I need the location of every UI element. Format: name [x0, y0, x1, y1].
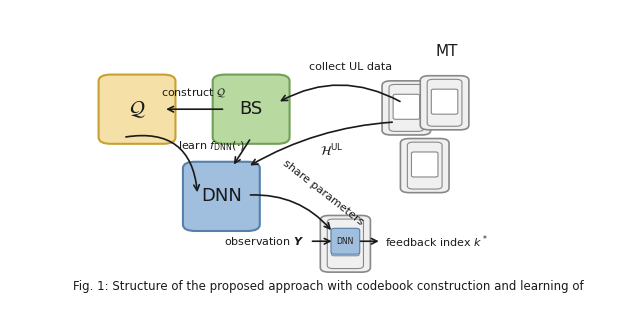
FancyBboxPatch shape	[331, 228, 360, 254]
FancyBboxPatch shape	[212, 75, 289, 144]
FancyBboxPatch shape	[428, 79, 462, 126]
Text: learn $f_{\mathrm{DNN}}(\cdot)$: learn $f_{\mathrm{DNN}}(\cdot)$	[178, 140, 245, 153]
Text: $\mathcal{Q}$: $\mathcal{Q}$	[129, 99, 145, 120]
FancyBboxPatch shape	[393, 94, 420, 119]
Text: construct $\mathcal{Q}$: construct $\mathcal{Q}$	[161, 86, 227, 99]
FancyBboxPatch shape	[401, 139, 449, 193]
Text: share parameters: share parameters	[281, 158, 365, 227]
Text: Fig. 1: Structure of the proposed approach with codebook construction and learni: Fig. 1: Structure of the proposed approa…	[73, 280, 583, 293]
Text: DNN: DNN	[337, 237, 354, 246]
Text: $\mathcal{H}^{\mathrm{UL}}$: $\mathcal{H}^{\mathrm{UL}}$	[320, 143, 344, 160]
FancyBboxPatch shape	[327, 219, 364, 268]
FancyBboxPatch shape	[320, 215, 371, 272]
FancyBboxPatch shape	[420, 76, 469, 130]
Text: BS: BS	[239, 100, 263, 118]
FancyBboxPatch shape	[389, 85, 424, 132]
FancyBboxPatch shape	[431, 89, 458, 114]
FancyBboxPatch shape	[412, 152, 438, 177]
Text: MT: MT	[436, 44, 458, 59]
FancyBboxPatch shape	[99, 75, 175, 144]
Text: observation $\boldsymbol{Y}$: observation $\boldsymbol{Y}$	[225, 235, 305, 247]
Text: feedback index $k^*$: feedback index $k^*$	[385, 233, 488, 249]
Text: DNN: DNN	[201, 187, 242, 205]
FancyBboxPatch shape	[407, 142, 442, 189]
FancyBboxPatch shape	[183, 162, 260, 231]
FancyBboxPatch shape	[332, 229, 359, 256]
FancyBboxPatch shape	[382, 81, 431, 135]
Text: collect UL data: collect UL data	[308, 62, 392, 72]
